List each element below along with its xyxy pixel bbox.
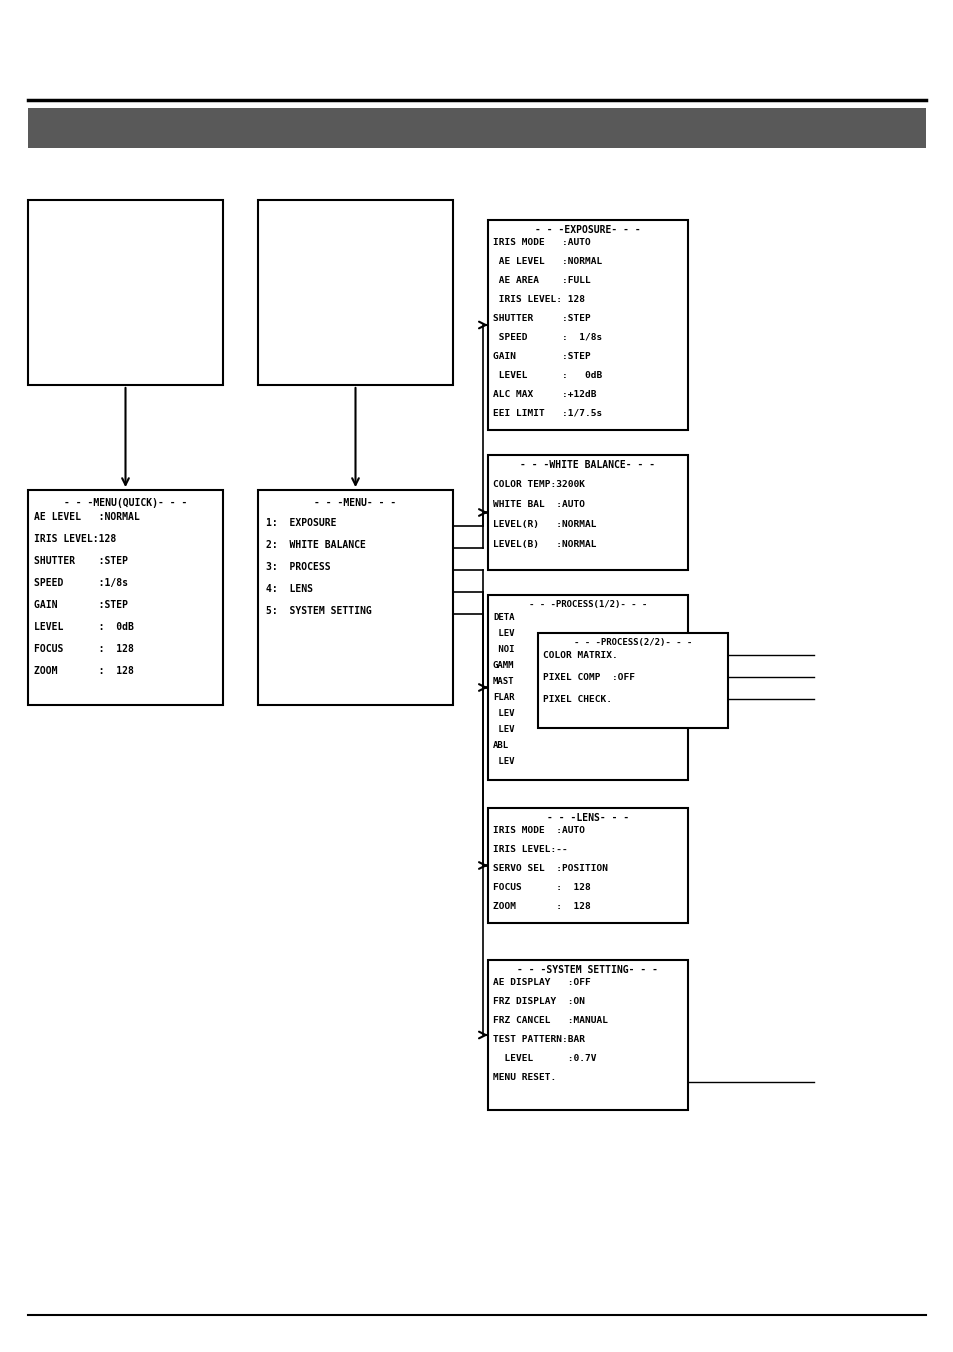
Text: PIXEL CHECK.: PIXEL CHECK. [542,695,612,704]
Text: LEVEL      :0.7V: LEVEL :0.7V [493,1055,596,1063]
Text: ZOOM       :  128: ZOOM : 128 [34,667,133,676]
Text: MAST: MAST [493,677,514,685]
Text: 1:  EXPOSURE: 1: EXPOSURE [266,518,336,529]
Text: - - -SYSTEM SETTING- - -: - - -SYSTEM SETTING- - - [517,965,658,975]
Text: IRIS LEVEL: 128: IRIS LEVEL: 128 [493,295,584,304]
Text: EEI LIMIT   :1/7.5s: EEI LIMIT :1/7.5s [493,410,601,418]
Text: LEVEL(R)   :NORMAL: LEVEL(R) :NORMAL [493,521,596,529]
Text: - - -WHITE BALANCE- - -: - - -WHITE BALANCE- - - [520,460,655,470]
Bar [28,108,925,147]
Text: - - -MENU- - -: - - -MENU- - - [314,498,396,508]
Text: MENU RESET.: MENU RESET. [493,1073,556,1082]
Bar [488,595,687,780]
Text: NOI: NOI [493,645,514,654]
Text: AE DISPLAY   :OFF: AE DISPLAY :OFF [493,977,590,987]
Text: COLOR TEMP:3200K: COLOR TEMP:3200K [493,480,584,489]
Text: FRZ CANCEL   :MANUAL: FRZ CANCEL :MANUAL [493,1015,607,1025]
Text: ALC MAX     :+12dB: ALC MAX :+12dB [493,389,596,399]
Text: GAIN        :STEP: GAIN :STEP [493,352,590,361]
Text: 3:  PROCESS: 3: PROCESS [266,562,331,572]
Text: - - -MENU(QUICK)- - -: - - -MENU(QUICK)- - - [64,498,187,508]
Text: SERVO SEL  :POSITION: SERVO SEL :POSITION [493,864,607,873]
Text: LEVEL      :  0dB: LEVEL : 0dB [34,622,133,631]
Text: AE AREA    :FULL: AE AREA :FULL [493,276,590,285]
Text: ZOOM       :  128: ZOOM : 128 [493,902,590,911]
Text: SHUTTER    :STEP: SHUTTER :STEP [34,556,128,566]
Text: - - -EXPOSURE- - -: - - -EXPOSURE- - - [535,224,640,235]
Bar [488,456,687,571]
Text: FOCUS      :  128: FOCUS : 128 [34,644,133,654]
Text: GAMM: GAMM [493,661,514,671]
Text: LEV: LEV [493,708,514,718]
Bar [257,489,453,704]
Text: LEVEL(B)   :NORMAL: LEVEL(B) :NORMAL [493,539,596,549]
Text: IRIS MODE  :AUTO: IRIS MODE :AUTO [493,826,584,836]
Text: LEVEL      :   0dB: LEVEL : 0dB [493,370,601,380]
Text: FLAR: FLAR [493,694,514,702]
Text: DETA: DETA [493,612,514,622]
Text: LEV: LEV [493,725,514,734]
Text: LEV: LEV [493,757,514,767]
Text: LEV: LEV [493,629,514,638]
Bar [28,200,223,385]
Text: ABL: ABL [493,741,509,750]
Bar [28,489,223,704]
Text: WHITE BAL  :AUTO: WHITE BAL :AUTO [493,500,584,508]
Text: 2:  WHITE BALANCE: 2: WHITE BALANCE [266,539,366,550]
Text: - - -LENS- - -: - - -LENS- - - [546,813,628,823]
Text: COLOR MATRIX.: COLOR MATRIX. [542,652,618,660]
Bar [488,960,687,1110]
Text: IRIS LEVEL:--: IRIS LEVEL:-- [493,845,567,854]
Text: FOCUS      :  128: FOCUS : 128 [493,883,590,892]
Text: GAIN       :STEP: GAIN :STEP [34,600,128,610]
Text: TEST PATTERN:BAR: TEST PATTERN:BAR [493,1036,584,1044]
Text: 5:  SYSTEM SETTING: 5: SYSTEM SETTING [266,606,372,617]
Text: SPEED      :1/8s: SPEED :1/8s [34,579,128,588]
Text: SPEED      :  1/8s: SPEED : 1/8s [493,333,601,342]
Bar [537,633,727,727]
Bar [488,808,687,923]
Text: - - -PROCESS(1/2)- - -: - - -PROCESS(1/2)- - - [528,600,646,608]
Text: PIXEL COMP  :OFF: PIXEL COMP :OFF [542,673,635,681]
Text: AE LEVEL   :NORMAL: AE LEVEL :NORMAL [34,512,139,522]
Text: FRZ DISPLAY  :ON: FRZ DISPLAY :ON [493,996,584,1006]
Bar [257,200,453,385]
Text: 4:  LENS: 4: LENS [266,584,313,594]
Text: AE LEVEL   :NORMAL: AE LEVEL :NORMAL [493,257,601,266]
Bar [488,220,687,430]
Text: - - -PROCESS(2/2)- - -: - - -PROCESS(2/2)- - - [574,638,691,648]
Text: SHUTTER     :STEP: SHUTTER :STEP [493,314,590,323]
Text: IRIS MODE   :AUTO: IRIS MODE :AUTO [493,238,590,247]
Text: IRIS LEVEL:128: IRIS LEVEL:128 [34,534,116,544]
